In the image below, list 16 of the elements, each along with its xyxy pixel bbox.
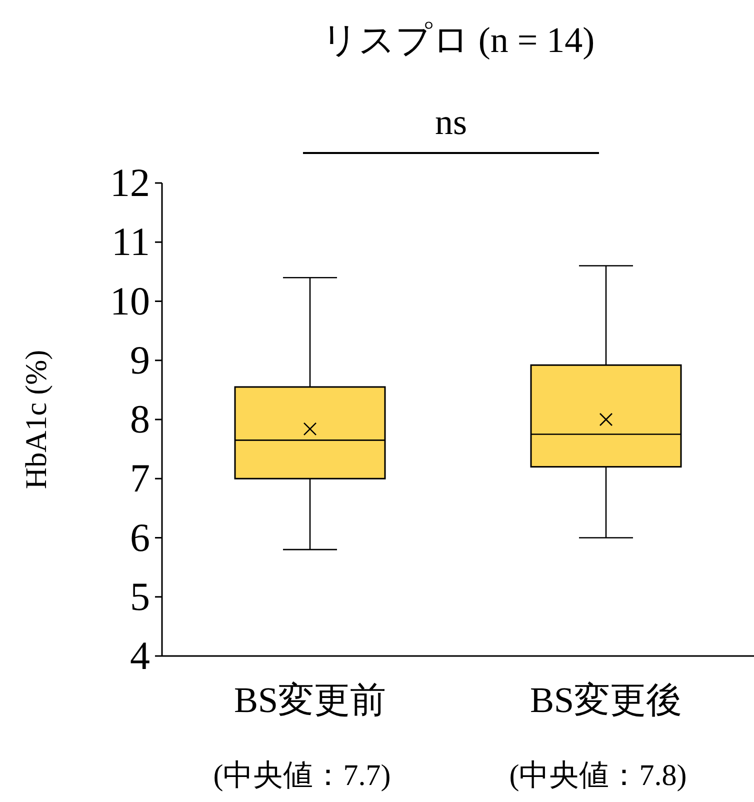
y-tick-label: 4	[130, 633, 150, 678]
y-tick-label: 10	[110, 278, 150, 324]
y-tick-label: 7	[130, 456, 150, 501]
x-tick-label: BS変更前	[234, 680, 386, 720]
chart-title: リスプロ (n = 14)	[321, 20, 595, 60]
text: (中央値：7.7)	[213, 759, 391, 792]
y-tick-label: 9	[130, 337, 150, 382]
y-tick-label: 12	[110, 160, 150, 205]
y-tick-label: 6	[130, 514, 150, 560]
y-tick-label: 11	[111, 219, 150, 264]
x-tick-label: BS変更後	[530, 680, 682, 720]
text: (中央値：7.8)	[509, 759, 687, 792]
y-tick-label: 8	[130, 396, 150, 442]
text: ns	[434, 102, 468, 142]
y-axis-title: HbA1c (%)	[20, 350, 53, 490]
y-tick-label: 5	[130, 574, 150, 619]
